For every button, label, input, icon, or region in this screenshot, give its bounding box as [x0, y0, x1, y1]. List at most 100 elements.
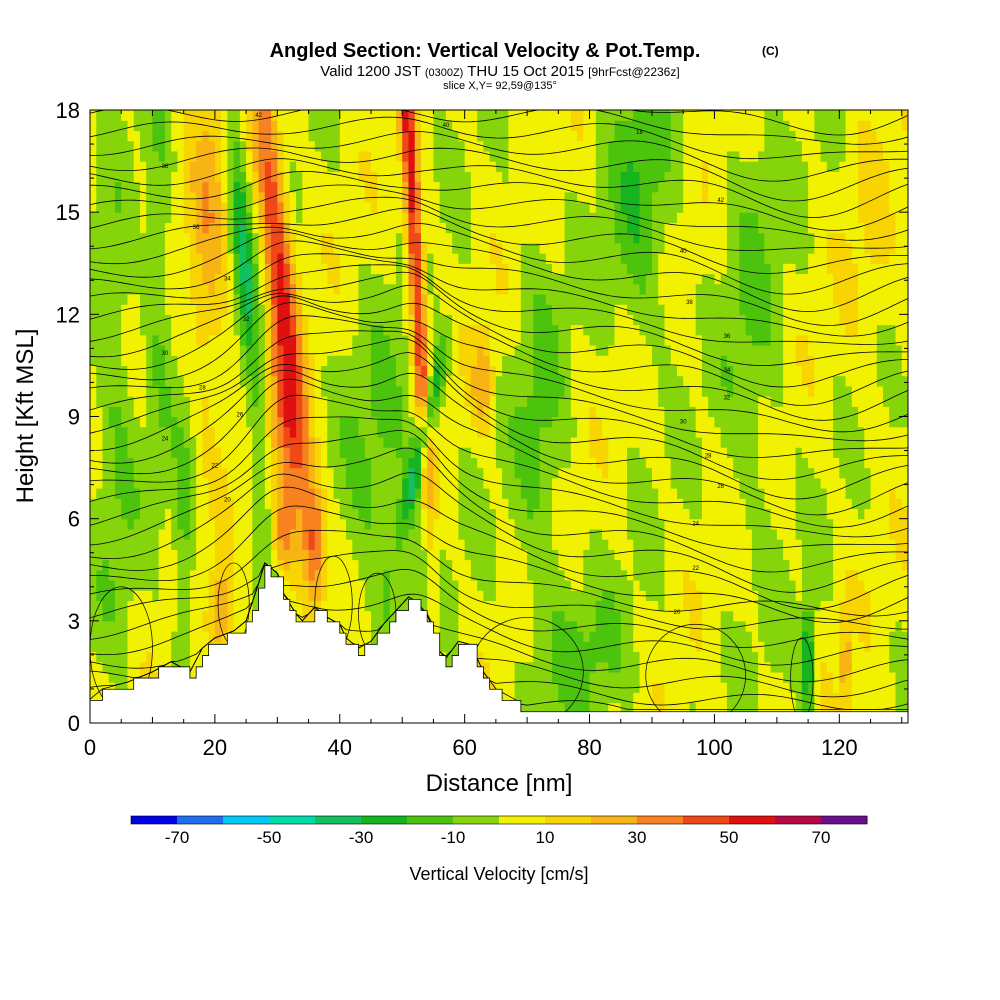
velocity-cell — [439, 600, 460, 612]
isentrope-line — [90, 562, 908, 666]
velocity-cell — [395, 273, 403, 285]
velocity-cell — [477, 344, 484, 356]
velocity-cell — [314, 416, 328, 428]
velocity-cell — [158, 528, 172, 540]
velocity-cell — [795, 447, 803, 458]
velocity-cell — [196, 457, 203, 469]
velocity-cell — [658, 375, 684, 387]
velocity-cell — [858, 181, 890, 193]
velocity-cell — [595, 150, 609, 162]
velocity-cell — [289, 559, 303, 571]
velocity-cell — [639, 181, 659, 193]
velocity-cell — [246, 396, 253, 407]
velocity-cell — [552, 314, 616, 326]
velocity-cell — [96, 171, 135, 183]
velocity-cell — [214, 283, 228, 295]
velocity-cell — [233, 314, 241, 326]
velocity-cell — [302, 416, 310, 428]
velocity-cell — [90, 314, 122, 326]
velocity-cell — [246, 365, 260, 377]
velocity-cell — [420, 488, 428, 499]
velocity-cell — [246, 253, 253, 264]
velocity-cell — [508, 110, 572, 121]
velocity-cell — [427, 344, 435, 356]
velocity-cell — [127, 518, 135, 530]
velocity-cell — [383, 610, 391, 622]
velocity-cell — [227, 253, 235, 264]
velocity-cell — [414, 304, 422, 315]
colorbar-swatch — [775, 816, 822, 824]
velocity-cell — [489, 426, 497, 438]
velocity-cell — [639, 191, 653, 203]
velocity-cell — [458, 590, 484, 601]
velocity-cell — [614, 232, 634, 244]
velocity-cell — [839, 671, 847, 683]
velocity-cell — [464, 539, 497, 550]
velocity-cell — [570, 406, 591, 418]
velocity-cell — [826, 232, 847, 244]
velocity-cell — [627, 488, 659, 499]
velocity-cell — [739, 232, 765, 244]
velocity-cell — [801, 620, 815, 632]
velocity-cell — [633, 549, 666, 561]
velocity-cell — [246, 191, 253, 203]
velocity-cell — [246, 110, 253, 121]
velocity-cell — [283, 600, 303, 612]
velocity-cell — [627, 304, 666, 315]
velocity-cell — [733, 610, 759, 622]
velocity-cell — [527, 508, 534, 520]
velocity-cell — [202, 620, 216, 632]
velocity-cell — [277, 406, 285, 418]
velocity-cell — [252, 201, 260, 213]
velocity-cell — [258, 283, 266, 295]
velocity-cell — [502, 355, 534, 367]
velocity-cell — [445, 222, 472, 234]
y-tick-label: 6 — [68, 507, 80, 532]
velocity-cell — [783, 293, 834, 305]
velocity-cell — [321, 457, 328, 469]
velocity-cell — [308, 355, 316, 367]
velocity-cell — [183, 436, 197, 448]
velocity-cell — [239, 120, 247, 132]
velocity-cell — [726, 171, 809, 183]
velocity-cell — [189, 242, 197, 254]
velocity-cell — [271, 426, 278, 438]
velocity-cell — [96, 385, 129, 397]
velocity-cell — [901, 120, 908, 132]
velocity-cell — [96, 181, 116, 193]
velocity-cell — [502, 467, 516, 479]
velocity-cell — [558, 334, 572, 346]
velocity-cell — [470, 416, 491, 428]
velocity-cell — [864, 436, 908, 448]
velocity-cell — [352, 539, 397, 550]
velocity-cell — [427, 549, 441, 561]
velocity-cell — [196, 467, 203, 479]
velocity-cell — [133, 150, 141, 162]
velocity-cell — [302, 273, 328, 285]
velocity-cell — [221, 120, 228, 132]
velocity-cell — [701, 447, 728, 458]
velocity-cell — [296, 304, 303, 315]
velocity-cell — [202, 610, 216, 622]
velocity-cell — [258, 293, 266, 305]
x-tick-label: 120 — [821, 735, 858, 760]
velocity-cell — [90, 406, 104, 418]
velocity-cell — [858, 631, 872, 642]
velocity-cell — [701, 610, 722, 622]
velocity-cell — [227, 232, 235, 244]
velocity-cell — [277, 508, 297, 520]
velocity-cell — [296, 212, 303, 223]
velocity-cell — [208, 396, 247, 407]
velocity-cell — [583, 549, 616, 561]
velocity-cell — [851, 641, 865, 653]
velocity-cell — [321, 579, 328, 591]
velocity-cell — [277, 150, 285, 162]
velocity-cell — [420, 508, 428, 520]
velocity-cell — [314, 477, 322, 489]
velocity-cell — [146, 396, 160, 407]
velocity-cell — [701, 436, 722, 448]
velocity-cell — [439, 212, 472, 223]
velocity-cell — [277, 161, 285, 172]
velocity-cell — [439, 334, 447, 346]
velocity-cell — [296, 201, 303, 213]
